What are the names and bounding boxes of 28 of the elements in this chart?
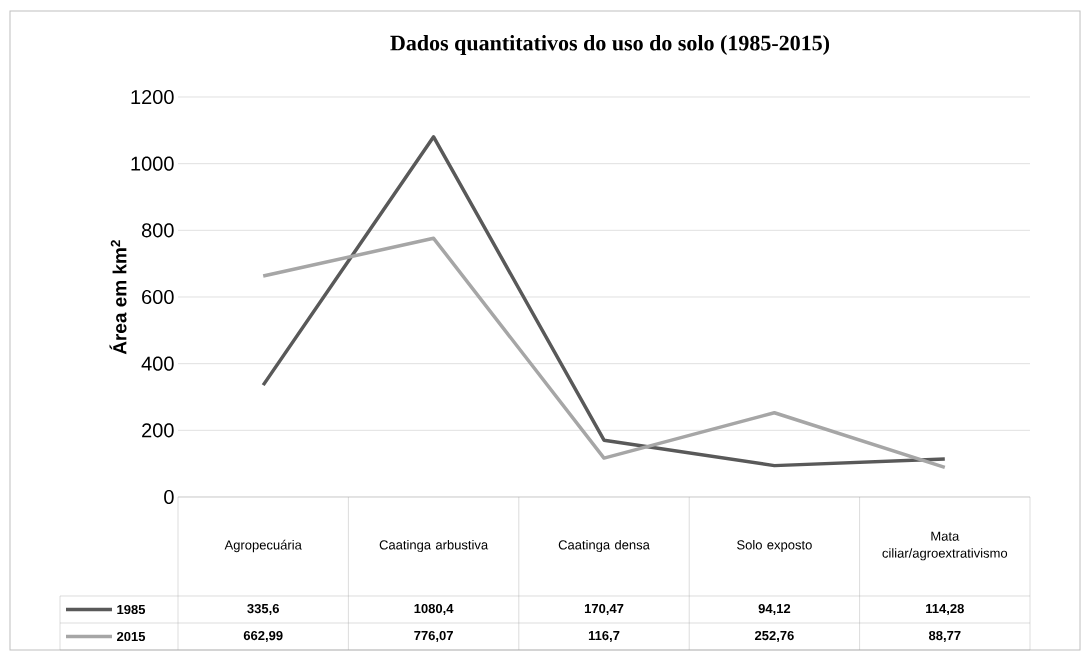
line-series <box>261 135 947 468</box>
y-tick-label: 600 <box>142 289 174 305</box>
data-label: 114,28 <box>926 603 964 616</box>
data-label: 1080,4 <box>414 603 454 616</box>
y-tick-label: 800 <box>141 223 174 238</box>
chart-title: Dados quantitativos do uso do solo (1985-2015) <box>390 35 830 55</box>
data-label: 170,47 <box>584 603 624 616</box>
y-tick-label: 0 <box>164 489 174 505</box>
x-tick-label: Agropecuária <box>224 539 302 553</box>
data-label: 252,76 <box>754 630 794 643</box>
legend-label: 2015 <box>116 631 146 642</box>
data-label: 88,77 <box>928 630 961 643</box>
x-tick-label: Solo exposto <box>737 539 812 553</box>
y-tick-label: 400 <box>141 356 174 371</box>
x-tick-label: Caatinga densa <box>558 539 650 553</box>
data-label: 116,7 <box>588 630 620 643</box>
data-label: 776,07 <box>414 630 453 643</box>
x-tick-label: Mata ciliar/agroextrativismo <box>882 531 1008 561</box>
legend-label: 1985 <box>117 604 146 615</box>
y-tick-label: 200 <box>142 423 174 438</box>
y-tick-label: 1000 <box>131 156 174 171</box>
data-label: 94,12 <box>758 603 791 616</box>
x-tick-label: Caatinga arbustiva <box>379 539 489 553</box>
data-label: 662,99 <box>243 630 283 643</box>
y-axis-title: Área em km$^{2}$ <box>109 240 127 355</box>
data-label: 335,6 <box>247 603 279 616</box>
line-series <box>261 236 947 470</box>
y-tick-label: 1200 <box>131 89 174 105</box>
